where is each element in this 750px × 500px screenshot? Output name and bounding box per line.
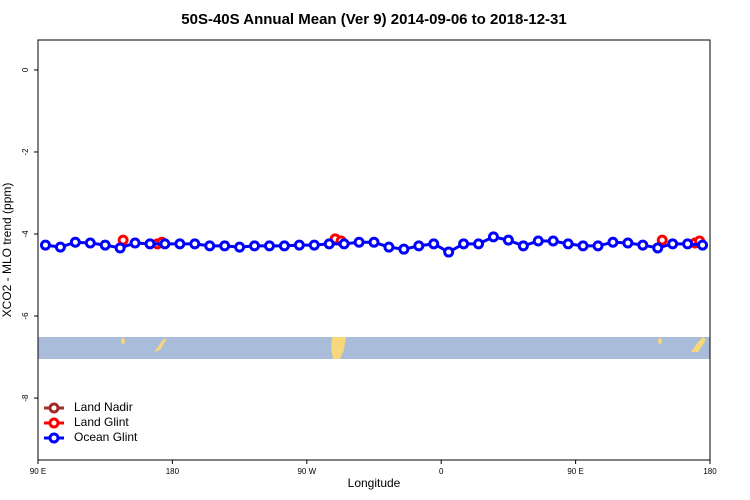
point bbox=[144, 238, 156, 250]
point bbox=[517, 240, 529, 252]
point bbox=[413, 240, 425, 252]
point bbox=[308, 239, 320, 251]
point bbox=[263, 240, 275, 252]
legend-label: Land Nadir bbox=[74, 400, 133, 414]
point bbox=[697, 239, 709, 251]
x-tick-label: 90 W bbox=[297, 467, 316, 476]
point bbox=[353, 236, 365, 248]
point bbox=[682, 238, 694, 250]
y-tick-label: -8 bbox=[21, 394, 30, 402]
legend-marker bbox=[48, 417, 60, 429]
point bbox=[667, 238, 679, 250]
point bbox=[577, 240, 589, 252]
point bbox=[532, 235, 544, 247]
legend-label: Ocean Glint bbox=[74, 430, 138, 444]
x-axis-label: Longitude bbox=[348, 476, 401, 490]
y-tick-label: -6 bbox=[21, 312, 30, 320]
point bbox=[249, 240, 261, 252]
point bbox=[278, 240, 290, 252]
point bbox=[69, 236, 81, 248]
land-sea-strip bbox=[38, 337, 710, 359]
legend-label: Land Glint bbox=[74, 415, 129, 429]
chart-title: 50S-40S Annual Mean (Ver 9) 2014-09-06 t… bbox=[181, 11, 566, 28]
point bbox=[473, 238, 485, 250]
point bbox=[234, 241, 246, 253]
point bbox=[99, 239, 111, 251]
point bbox=[129, 237, 141, 249]
point bbox=[607, 236, 619, 248]
point bbox=[458, 238, 470, 250]
y-tick-label: -4 bbox=[21, 230, 30, 238]
point bbox=[114, 242, 126, 254]
x-tick-label: 180 bbox=[703, 467, 717, 476]
plot-frame bbox=[37, 39, 711, 461]
point bbox=[323, 238, 335, 250]
legend-marker bbox=[48, 432, 60, 444]
legend-marker bbox=[48, 402, 60, 414]
point bbox=[174, 238, 186, 250]
point bbox=[502, 234, 514, 246]
x-tick-label: 90 E bbox=[30, 467, 46, 476]
point bbox=[428, 238, 440, 250]
y-tick-label: 0 bbox=[21, 67, 30, 72]
point bbox=[54, 241, 66, 253]
point bbox=[84, 237, 96, 249]
point bbox=[368, 236, 380, 248]
point bbox=[652, 242, 664, 254]
point bbox=[159, 238, 171, 250]
point bbox=[39, 239, 51, 251]
x-tick-label: 90 E bbox=[567, 467, 583, 476]
point bbox=[338, 238, 350, 250]
point bbox=[656, 234, 668, 246]
point bbox=[219, 240, 231, 252]
point bbox=[204, 240, 216, 252]
point bbox=[637, 239, 649, 251]
y-axis-label: XCO2 - MLO trend (ppm) bbox=[0, 183, 14, 318]
point bbox=[383, 241, 395, 253]
point bbox=[293, 239, 305, 251]
point bbox=[592, 240, 604, 252]
point bbox=[487, 231, 499, 243]
point bbox=[622, 237, 634, 249]
point bbox=[562, 238, 574, 250]
x-tick-label: 0 bbox=[439, 467, 444, 476]
point bbox=[443, 246, 455, 258]
point bbox=[189, 238, 201, 250]
point bbox=[547, 235, 559, 247]
point bbox=[398, 243, 410, 255]
x-tick-label: 180 bbox=[166, 467, 180, 476]
y-tick-label: -2 bbox=[21, 148, 30, 156]
